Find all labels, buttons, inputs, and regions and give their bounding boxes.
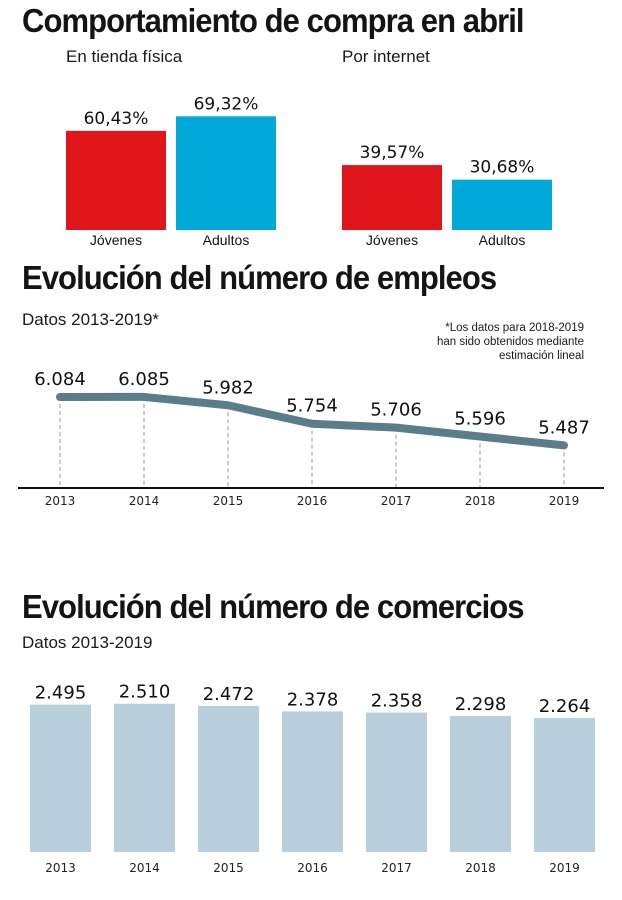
- bar-adultos: [176, 116, 276, 230]
- x-tick-label: 2014: [129, 494, 160, 508]
- bar-value-label: 2.510: [119, 682, 171, 703]
- bar-year: [534, 718, 595, 852]
- x-tick-label: 2014: [129, 861, 160, 875]
- employment-line: [56, 392, 568, 450]
- tienda-fisica-subtitle: En tienda física: [66, 47, 183, 66]
- point-value-label: 5.754: [286, 396, 338, 417]
- bar-year: [30, 704, 91, 852]
- bar-value-label: 2.298: [455, 694, 507, 715]
- x-tick-label: 2017: [381, 861, 412, 875]
- bar-category-label: Jóvenes: [366, 232, 418, 248]
- x-tick-label: 2013: [45, 861, 76, 875]
- empleos-subtitle: Datos 2013-2019*: [22, 310, 160, 329]
- x-tick-label: 2016: [297, 861, 328, 875]
- bar-jovenes: [66, 130, 166, 230]
- footnote-line: han sido obtenidos mediante: [436, 336, 584, 348]
- x-tick-label: 2018: [465, 494, 496, 508]
- footnote-line: estimación lineal: [498, 350, 584, 362]
- bar-value-label: 69,32%: [194, 94, 259, 114]
- point-value-label: 5.596: [454, 409, 506, 430]
- internet-subtitle: Por internet: [342, 47, 430, 66]
- x-tick-label: 2015: [213, 494, 244, 508]
- x-tick-label: 2015: [213, 861, 244, 875]
- comercios-subtitle: Datos 2013-2019: [22, 633, 153, 652]
- x-tick-label: 2016: [297, 494, 328, 508]
- point-value-label: 6.085: [118, 369, 170, 390]
- x-tick-label: 2019: [549, 494, 580, 508]
- empleos-title: Evolución del número de empleos: [22, 259, 497, 296]
- bar-year: [198, 705, 259, 852]
- bar-year: [366, 712, 427, 852]
- x-tick-label: 2013: [45, 494, 76, 508]
- bar-year: [114, 703, 175, 852]
- empleos-footnote: *Los datos para 2018-2019 han sido obten…: [437, 321, 584, 363]
- bar-category-label: Adultos: [203, 232, 250, 248]
- bar-value-label: 2.264: [539, 696, 591, 717]
- footnote-line: *Los datos para 2018-2019: [445, 322, 584, 334]
- bar-year: [282, 711, 343, 852]
- bar-year: [450, 716, 511, 852]
- empleos-line-chart: 6.084 2013 6.085 2014 5.982 2015 5.754 2016 5.70…: [18, 369, 604, 508]
- bar-value-label: 2.472: [203, 684, 255, 705]
- bar-value-label: 2.495: [35, 683, 87, 704]
- bar-value-label: 39,57%: [360, 143, 425, 163]
- point-value-label: 5.487: [538, 417, 590, 438]
- bar-value-label: 2.378: [287, 689, 339, 710]
- bar-category-label: Jóvenes: [90, 232, 142, 248]
- bar-category-label: Adultos: [479, 232, 526, 248]
- x-tick-label: 2019: [549, 861, 580, 875]
- bar-value-label: 30,68%: [470, 158, 535, 178]
- bar-jovenes: [342, 165, 442, 230]
- compra-title: Comportamiento de compra en abril: [22, 2, 525, 39]
- compra-chart: 60,43% Jóvenes 69,32% Adultos 39,57% Jóvenes 3…: [66, 94, 552, 248]
- bar-adultos: [452, 179, 552, 230]
- comercios-title: Evolución del número de comercios: [22, 588, 525, 625]
- point-value-label: 5.706: [370, 400, 422, 421]
- x-tick-label: 2018: [465, 861, 496, 875]
- bar-value-label: 60,43%: [84, 109, 149, 129]
- bar-value-label: 2.358: [371, 691, 423, 712]
- point-value-label: 6.084: [34, 369, 86, 390]
- point-value-label: 5.982: [202, 377, 254, 398]
- x-tick-label: 2017: [381, 494, 412, 508]
